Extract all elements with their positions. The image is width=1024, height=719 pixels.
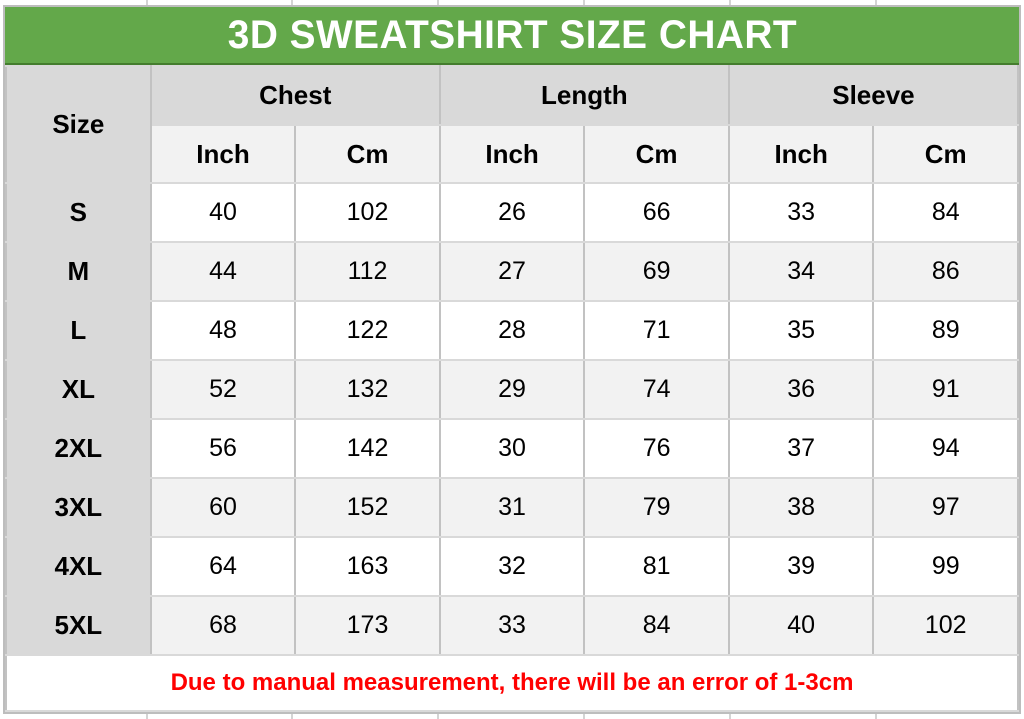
value-cell: 102	[294, 182, 441, 243]
size-cell: 5XL	[5, 595, 152, 656]
chart-title: 3D SWEATSHIRT SIZE CHART	[227, 12, 797, 57]
value-cell: 31	[438, 477, 586, 538]
unit-header-sleeve-inch: Inch	[727, 124, 875, 184]
chart-title-banner: 3D SWEATSHIRT SIZE CHART	[5, 7, 1019, 65]
value-cell: 152	[294, 477, 441, 538]
value-cell: 40	[727, 595, 875, 656]
grid-line	[437, 0, 439, 5]
unit-header-length-inch: Inch	[438, 124, 586, 184]
value-cell: 91	[872, 359, 1019, 420]
table-row-3xl: 3XL 60 152 31 79 38 97	[5, 477, 1019, 538]
table-row-2xl: 2XL 56 142 30 76 37 94	[5, 418, 1019, 479]
size-chart-table: Size Chest Length Sleeve Inch Cm Inch Cm…	[5, 65, 1020, 712]
value-cell: 34	[727, 241, 875, 302]
chart-frame: 3D SWEATSHIRT SIZE CHART Size Chest Leng…	[3, 5, 1021, 714]
value-cell: 68	[149, 595, 297, 656]
value-cell: 56	[149, 418, 297, 479]
table-row-m: M 44 112 27 69 34 86	[5, 241, 1019, 302]
value-cell: 35	[727, 300, 875, 361]
value-cell: 26	[438, 182, 586, 243]
value-cell: 112	[294, 241, 441, 302]
value-cell: 52	[149, 359, 297, 420]
size-cell: 4XL	[5, 536, 152, 597]
value-cell: 48	[149, 300, 297, 361]
value-cell: 33	[727, 182, 875, 243]
value-cell: 132	[294, 359, 441, 420]
value-cell: 64	[149, 536, 297, 597]
value-cell: 142	[294, 418, 441, 479]
value-cell: 99	[872, 536, 1019, 597]
value-cell: 173	[294, 595, 441, 656]
table-row-5xl: 5XL 68 173 33 84 40 102	[5, 595, 1019, 656]
value-cell: 29	[438, 359, 586, 420]
value-cell: 81	[583, 536, 730, 597]
value-cell: 79	[583, 477, 730, 538]
size-cell: 2XL	[5, 418, 152, 479]
value-cell: 71	[583, 300, 730, 361]
value-cell: 122	[294, 300, 441, 361]
table-row-l: L 48 122 28 71 35 89	[5, 300, 1019, 361]
grid-line	[291, 0, 293, 5]
size-cell: 3XL	[5, 477, 152, 538]
value-cell: 94	[872, 418, 1019, 479]
value-cell: 69	[583, 241, 730, 302]
size-cell: L	[5, 300, 152, 361]
value-cell: 32	[438, 536, 586, 597]
value-cell: 102	[872, 595, 1019, 656]
table-row-4xl: 4XL 64 163 32 81 39 99	[5, 536, 1019, 597]
unit-header-sleeve-cm: Cm	[872, 124, 1019, 184]
value-cell: 33	[438, 595, 586, 656]
table-row-s: S 40 102 26 66 33 84	[5, 182, 1019, 243]
value-cell: 38	[727, 477, 875, 538]
column-header-size: Size	[5, 65, 152, 184]
value-cell: 36	[727, 359, 875, 420]
value-cell: 163	[294, 536, 441, 597]
table-row-xl: XL 52 132 29 74 36 91	[5, 359, 1019, 420]
unit-header-chest-cm: Cm	[294, 124, 441, 184]
value-cell: 40	[149, 182, 297, 243]
measurement-error-note: Due to manual measurement, there will be…	[5, 654, 1019, 712]
value-cell: 37	[727, 418, 875, 479]
value-cell: 86	[872, 241, 1019, 302]
size-cell: XL	[5, 359, 152, 420]
value-cell: 60	[149, 477, 297, 538]
value-cell: 84	[583, 595, 730, 656]
unit-header-length-cm: Cm	[583, 124, 730, 184]
value-cell: 30	[438, 418, 586, 479]
value-cell: 89	[872, 300, 1019, 361]
value-cell: 28	[438, 300, 586, 361]
column-group-sleeve: Sleeve	[727, 65, 1020, 126]
value-cell: 27	[438, 241, 586, 302]
grid-line	[875, 0, 877, 5]
grid-line	[729, 0, 731, 5]
value-cell: 76	[583, 418, 730, 479]
value-cell: 74	[583, 359, 730, 420]
unit-header-chest-inch: Inch	[149, 124, 297, 184]
value-cell: 66	[583, 182, 730, 243]
value-cell: 44	[149, 241, 297, 302]
column-group-chest: Chest	[149, 65, 441, 126]
grid-line	[146, 0, 148, 5]
value-cell: 84	[872, 182, 1019, 243]
size-cell: S	[5, 182, 152, 243]
grid-line	[583, 0, 585, 5]
cropped-grid-strip-top	[0, 0, 1024, 5]
size-cell: M	[5, 241, 152, 302]
column-group-length: Length	[438, 65, 730, 126]
value-cell: 39	[727, 536, 875, 597]
value-cell: 97	[872, 477, 1019, 538]
